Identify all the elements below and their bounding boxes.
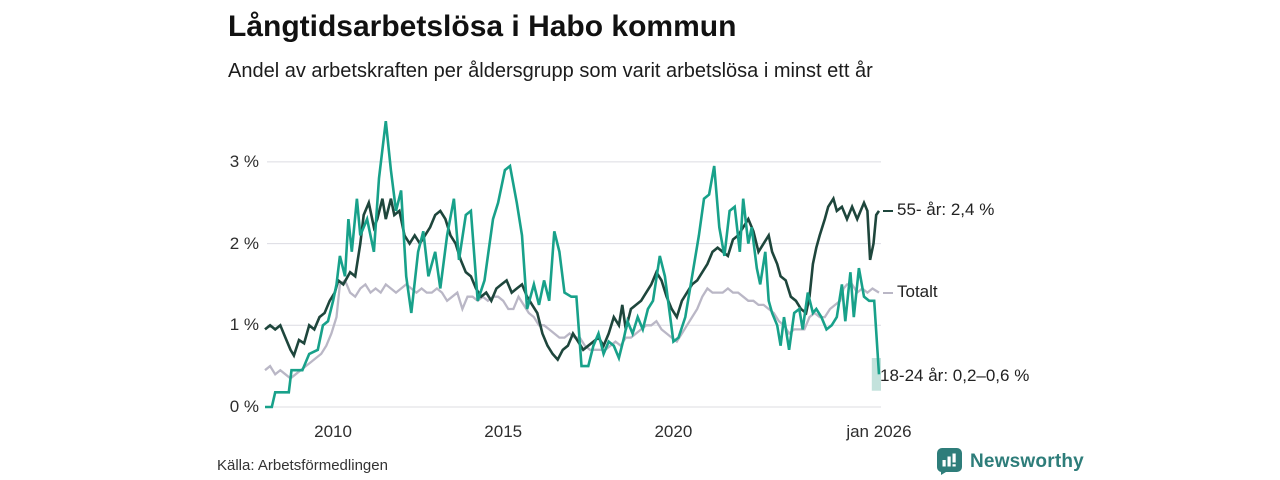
series-line-old	[264, 195, 881, 362]
x-tick-label: jan 2026	[846, 422, 912, 441]
y-tick-label: 0 %	[229, 397, 259, 416]
y-tick-label: 1 %	[229, 315, 259, 335]
chart-title: Långtidsarbetslösa i Habo kommun	[228, 10, 737, 43]
newsworthy-bubble-icon	[937, 448, 962, 475]
newsworthy-logo[interactable]: Newsworthy	[937, 448, 1084, 475]
annotation-dash	[883, 209, 893, 213]
y-tick-label: 3 %	[229, 151, 259, 171]
series-annotation: Totalt	[897, 281, 938, 301]
annotation-dash	[883, 291, 893, 295]
chart-subtitle: Andel av arbetskraften per åldersgrupp s…	[228, 60, 873, 82]
x-tick-label: 2020	[654, 422, 693, 441]
source-note: Källa: Arbetsförmedlingen	[217, 457, 388, 474]
series-line-young	[265, 120, 881, 409]
series-annotation: 18-24 år: 0,2–0,6 %	[880, 365, 1030, 385]
y-tick-label: 2 %	[229, 233, 259, 253]
x-tick-label: 2010	[314, 422, 352, 441]
uncertainty-band	[871, 358, 881, 391]
line-chart-plot	[264, 120, 881, 409]
series-annotation: 55- år: 2,4 %	[897, 199, 995, 219]
newsworthy-wordmark: Newsworthy	[970, 450, 1084, 472]
x-tick-label: 2015	[484, 422, 523, 441]
